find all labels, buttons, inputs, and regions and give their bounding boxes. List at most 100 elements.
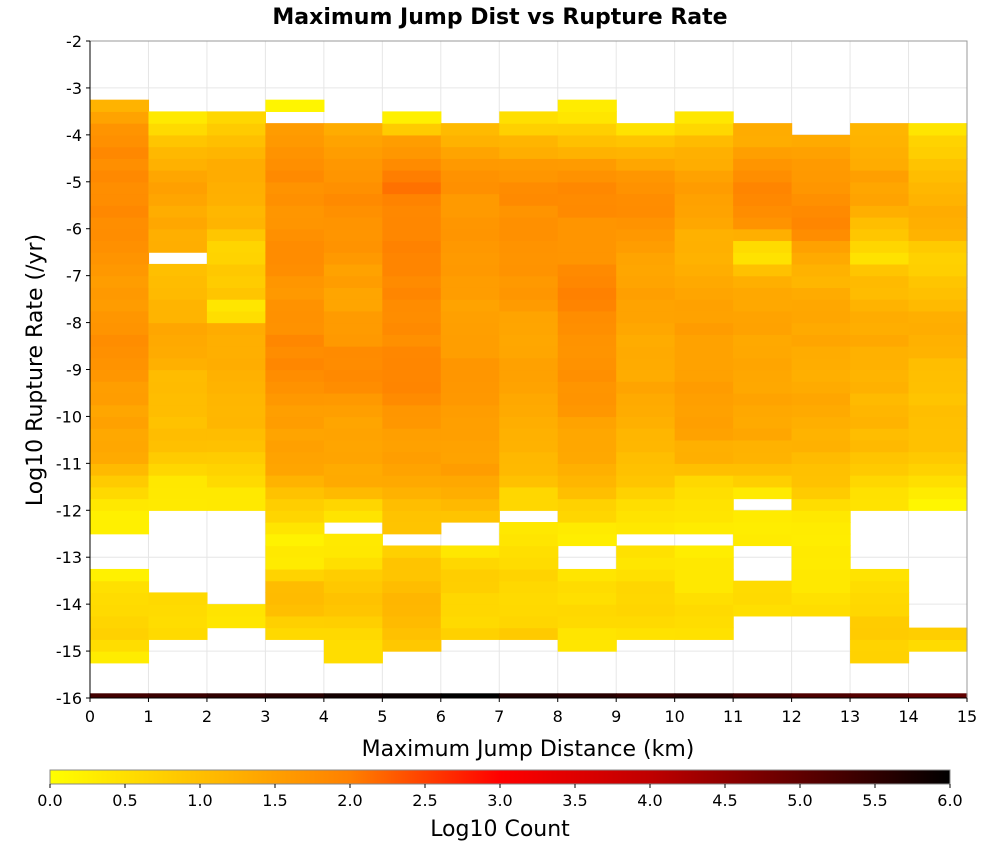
- heatmap-cell: [265, 486, 325, 500]
- heatmap-cell: [850, 240, 910, 253]
- heatmap-cell: [616, 228, 676, 242]
- heatmap-cell: [499, 252, 559, 265]
- heatmap-cell: [440, 334, 500, 347]
- heatmap-cell: [440, 568, 500, 582]
- heatmap-cell: [850, 486, 910, 500]
- heatmap-cell: [206, 240, 266, 253]
- heatmap-cell: [265, 228, 325, 242]
- heatmap-cell: [265, 134, 325, 148]
- heatmap-cell: [616, 205, 676, 218]
- heatmap-cell: [733, 404, 793, 418]
- heatmap-cell: [557, 158, 617, 171]
- heatmap-cell: [148, 392, 208, 406]
- heatmap-cell: [674, 310, 734, 324]
- heatmap-cell: [382, 428, 442, 441]
- heatmap-cell: [440, 498, 500, 511]
- heatmap-cell: [90, 439, 150, 453]
- y-tick-label: -9: [66, 361, 82, 380]
- heatmap-cell: [382, 287, 442, 300]
- heatmap-cell: [323, 404, 383, 418]
- heatmap-cell: [674, 428, 734, 441]
- heatmap-cell: [382, 592, 442, 605]
- heatmap-cell: [382, 357, 442, 371]
- heatmap-cell: [616, 627, 676, 640]
- heatmap-cell: [616, 486, 676, 500]
- heatmap-cell: [206, 193, 266, 206]
- heatmap-cell: [791, 486, 851, 500]
- heatmap-cell: [90, 486, 150, 500]
- heatmap-cell: [382, 522, 442, 535]
- y-tick-label: -13: [56, 548, 82, 567]
- heatmap-cell: [206, 392, 266, 406]
- heatmap-cell: [850, 357, 910, 371]
- heatmap-cell: [265, 439, 325, 453]
- heatmap-cell: [382, 205, 442, 218]
- heatmap-cell: [791, 322, 851, 335]
- heatmap-cell: [90, 252, 150, 265]
- y-tick-label: -14: [56, 595, 82, 614]
- heatmap-cell: [674, 158, 734, 171]
- heatmap-cell: [440, 228, 500, 242]
- heatmap-cell: [499, 346, 559, 359]
- heatmap-cell: [850, 580, 910, 594]
- heatmap-cell: [908, 463, 968, 476]
- heatmap-cell: [674, 170, 734, 183]
- heatmap-cell: [557, 463, 617, 476]
- heatmap-cell: [674, 568, 734, 582]
- heatmap-cell: [440, 451, 500, 464]
- heatmap-cell: [323, 639, 383, 652]
- heatmap-cell: [616, 404, 676, 418]
- heatmap-cell: [90, 580, 150, 594]
- heatmap-cell: [674, 134, 734, 148]
- heatmap-cell: [323, 346, 383, 359]
- heatmap-cell: [499, 451, 559, 464]
- heatmap-cell: [616, 416, 676, 429]
- colorbar-tick-label: 0.0: [37, 791, 62, 810]
- heatmap-cell: [674, 451, 734, 464]
- heatmap-cell: [323, 615, 383, 629]
- heatmap-cell: [616, 463, 676, 476]
- heatmap-cell: [90, 639, 150, 652]
- heatmap-cell: [557, 522, 617, 535]
- heatmap-cell: [908, 310, 968, 324]
- heatmap-cell: [265, 428, 325, 441]
- heatmap-cell: [616, 475, 676, 488]
- heatmap-cell: [557, 275, 617, 288]
- heatmap-cell: [616, 123, 676, 136]
- heatmap-cell: [265, 275, 325, 288]
- heatmap-cell: [382, 498, 442, 511]
- heatmap-cell: [90, 181, 150, 195]
- heatmap-cell: [440, 439, 500, 453]
- heatmap-cells: [90, 99, 968, 698]
- heatmap-cell: [206, 216, 266, 230]
- heatmap-cell: [674, 111, 734, 124]
- heatmap-cell: [791, 693, 851, 698]
- heatmap-cell: [791, 498, 851, 511]
- heatmap-cell: [90, 216, 150, 230]
- heatmap-cell: [908, 287, 968, 300]
- heatmap-cell: [90, 346, 150, 359]
- colorbar: [49, 769, 951, 785]
- heatmap-cell: [148, 216, 208, 230]
- heatmap-cell: [850, 252, 910, 265]
- heatmap-cell: [323, 205, 383, 218]
- colorbar-tick-label: 3.5: [562, 791, 587, 810]
- heatmap-cell: [206, 451, 266, 464]
- heatmap-cell: [265, 580, 325, 594]
- heatmap-cell: [499, 463, 559, 476]
- heatmap-cell: [382, 263, 442, 277]
- heatmap-cell: [265, 510, 325, 523]
- heatmap-cell: [616, 357, 676, 371]
- heatmap-cell: [382, 111, 442, 124]
- heatmap-cell: [148, 357, 208, 371]
- heatmap-cell: [265, 193, 325, 206]
- heatmap-cell: [850, 639, 910, 652]
- heatmap-cell: [440, 381, 500, 394]
- heatmap-cell: [791, 557, 851, 570]
- heatmap-cell: [206, 134, 266, 148]
- heatmap-cell: [206, 346, 266, 359]
- heatmap-cell: [791, 592, 851, 605]
- heatmap-cell: [733, 392, 793, 406]
- heatmap-cell: [323, 357, 383, 371]
- heatmap-cell: [499, 322, 559, 335]
